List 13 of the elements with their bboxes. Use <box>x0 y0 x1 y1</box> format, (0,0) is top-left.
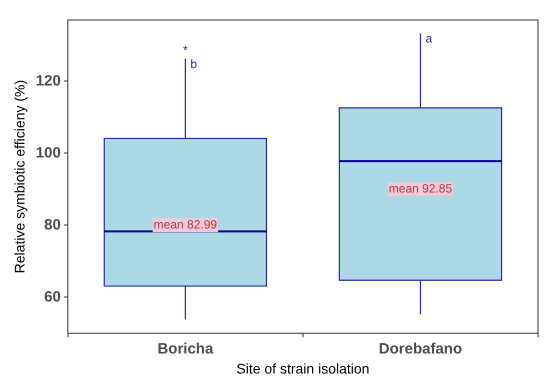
y-tick-label: 60 <box>44 288 61 306</box>
y-tick-label: 100 <box>36 144 61 162</box>
x-axis-title: Site of strain isolation <box>236 360 370 376</box>
annotation: mean 92.85 <box>388 181 452 196</box>
annotation: a <box>425 32 432 46</box>
annotation: * <box>183 42 188 57</box>
y-tick-label: 120 <box>36 72 61 90</box>
x-tick-label: Boricha <box>157 340 214 358</box>
y-tick-label: 80 <box>44 216 61 234</box>
annotation: mean 82.99 <box>154 217 218 232</box>
y-axis-title: Relative symbiotic efficieny (%) <box>11 80 28 274</box>
annotation: b <box>190 56 198 71</box>
x-tick-label: Dorebafano <box>378 340 462 358</box>
